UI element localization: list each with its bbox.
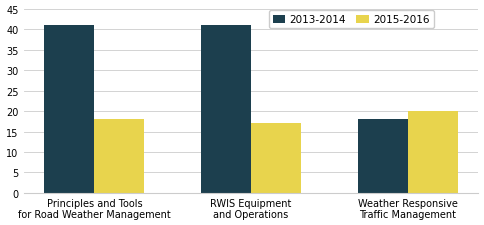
- Bar: [408, 112, 458, 193]
- Bar: [201, 26, 251, 193]
- Legend: 2013-2014, 2015-2016: 2013-2014, 2015-2016: [269, 11, 434, 29]
- Bar: [358, 120, 408, 193]
- Bar: [251, 124, 301, 193]
- Bar: [44, 26, 94, 193]
- Bar: [94, 120, 145, 193]
